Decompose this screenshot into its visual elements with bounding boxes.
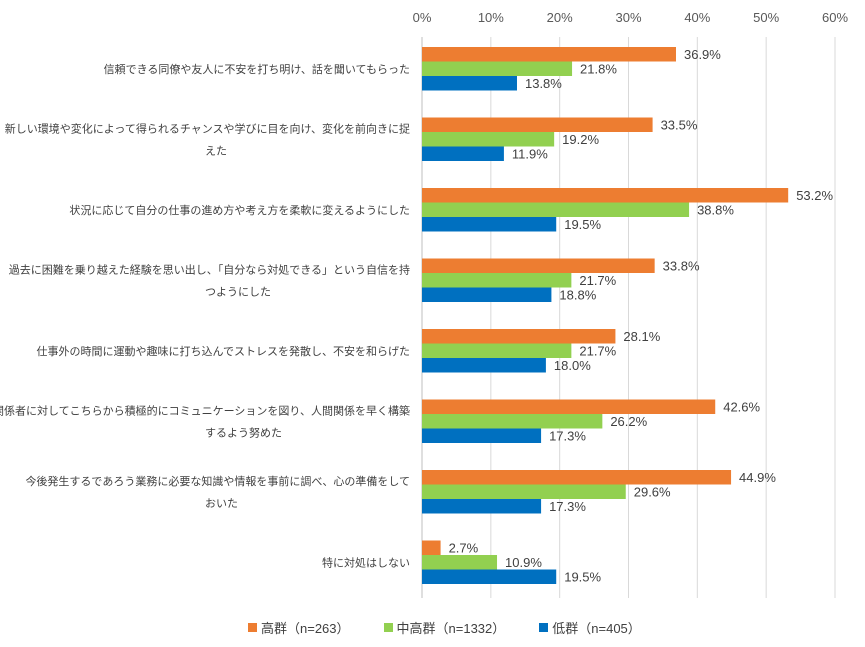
data-label-low: 18.8%	[559, 287, 596, 302]
category-label-line: するよう努めた	[205, 425, 282, 439]
data-label-high: 44.9%	[739, 470, 776, 485]
data-label-high: 42.6%	[723, 399, 760, 414]
data-label-mid-high: 19.2%	[562, 132, 599, 147]
category-label: 仕事外の時間に運動や趣味に打ち込んでストレスを発散し、不安を和らげた	[37, 344, 410, 358]
category-label-line: 関係者に対してこちらから積極的にコミュニケーションを図り、人間関係を早く構築	[0, 403, 410, 417]
x-tick-label: 60%	[822, 10, 848, 25]
data-label-high: 36.9%	[684, 47, 721, 62]
category-label: 信頼できる同僚や友人に不安を打ち明け、話を聞いてもらった	[104, 62, 410, 76]
bar-mid-high	[422, 132, 555, 147]
category-label-line: えた	[205, 144, 227, 157]
bar-mid-high	[422, 555, 498, 570]
data-label-mid-high: 29.6%	[634, 484, 671, 499]
legend-swatch-mid-high	[383, 622, 393, 632]
data-label-low: 17.3%	[549, 499, 586, 514]
data-label-low: 17.3%	[549, 428, 586, 443]
bar-mid-high	[422, 273, 572, 288]
x-tick-label: 30%	[615, 10, 641, 25]
legend-swatch-high	[248, 622, 257, 632]
data-label-mid-high: 10.9%	[505, 555, 542, 570]
bar-high	[422, 399, 716, 414]
data-label-mid-high: 21.7%	[579, 273, 616, 288]
category-label: 状況に応じて自分の仕事の進め方や考え方を柔軟に変えるようにした	[69, 203, 410, 217]
chart-legend: 高群（n=263） 中高群（n=1332） 低群（n=405）	[248, 618, 641, 636]
data-label-low: 13.8%	[525, 76, 562, 91]
bar-high	[422, 470, 732, 485]
legend-item-low: 低群（n=405）	[539, 618, 641, 637]
legend-label-low: 低群（n=405）	[552, 620, 641, 636]
bar-mid-high	[422, 484, 626, 499]
category-label-line: 新しい環境や変化によって得られるチャンスや学びに目を向け、変化を前向きに捉	[5, 121, 410, 135]
bar-low	[422, 569, 557, 584]
data-label-low: 19.5%	[564, 217, 601, 232]
bar-mid-high	[422, 343, 572, 358]
data-label-high: 33.5%	[661, 117, 698, 132]
bar-high	[422, 258, 655, 273]
data-label-high: 2.7%	[449, 540, 479, 555]
bar-mid-high	[422, 414, 603, 429]
data-label-mid-high: 26.2%	[610, 414, 647, 429]
data-label-high: 53.2%	[796, 188, 833, 203]
category-label: 特に対処はしない	[322, 555, 410, 569]
bar-low	[422, 217, 557, 232]
legend-label-mid-high: 中高群（n=1332）	[396, 620, 506, 636]
data-label-low: 19.5%	[564, 569, 601, 584]
data-label-low: 11.9%	[512, 146, 548, 161]
bar-mid-high	[422, 202, 690, 217]
bar-high	[422, 329, 616, 344]
bar-high	[422, 47, 676, 62]
data-label-mid-high: 38.8%	[697, 202, 734, 217]
bar-high	[422, 188, 789, 203]
x-tick-label: 0%	[413, 10, 432, 25]
bar-low	[422, 76, 517, 91]
data-label-mid-high: 21.8%	[580, 61, 617, 76]
bar-low	[422, 499, 542, 514]
legend-item-mid-high: 中高群（n=1332）	[383, 618, 506, 637]
bar-high	[422, 117, 653, 132]
legend-item-high: 高群（n=263）	[248, 618, 350, 637]
bar-low	[422, 287, 552, 302]
data-label-high: 33.8%	[663, 258, 700, 273]
x-tick-label: 20%	[547, 10, 573, 25]
x-tick-label: 50%	[753, 10, 779, 25]
bar-high	[422, 540, 441, 555]
x-tick-label: 10%	[478, 10, 504, 25]
bar-low	[422, 358, 546, 373]
category-label-line: つようにした	[205, 285, 271, 298]
category-label-line: 過去に困難を乗り越えた経験を思い出し、「自分なら対処できる」という自信を持	[9, 262, 410, 276]
bar-chart: 0% 10% 20% 30% 40% 50% 60% 信頼できる同僚や友人に不安を打ち明け、話…	[0, 10, 848, 598]
data-label-low: 18.0%	[554, 358, 591, 373]
category-label-line: 今後発生するであろう業務に必要な知識や情報を事前に調べ、心の準備をして	[25, 474, 410, 488]
legend-label-high: 高群（n=263）	[261, 620, 350, 636]
bar-low	[422, 428, 542, 443]
legend-swatch-low	[539, 622, 549, 632]
bar-mid-high	[422, 61, 573, 76]
bar-low	[422, 146, 504, 161]
data-label-high: 28.1%	[623, 329, 660, 344]
x-tick-label: 40%	[684, 10, 710, 25]
data-label-mid-high: 21.7%	[579, 343, 616, 358]
category-label-line: おいた	[205, 497, 238, 510]
